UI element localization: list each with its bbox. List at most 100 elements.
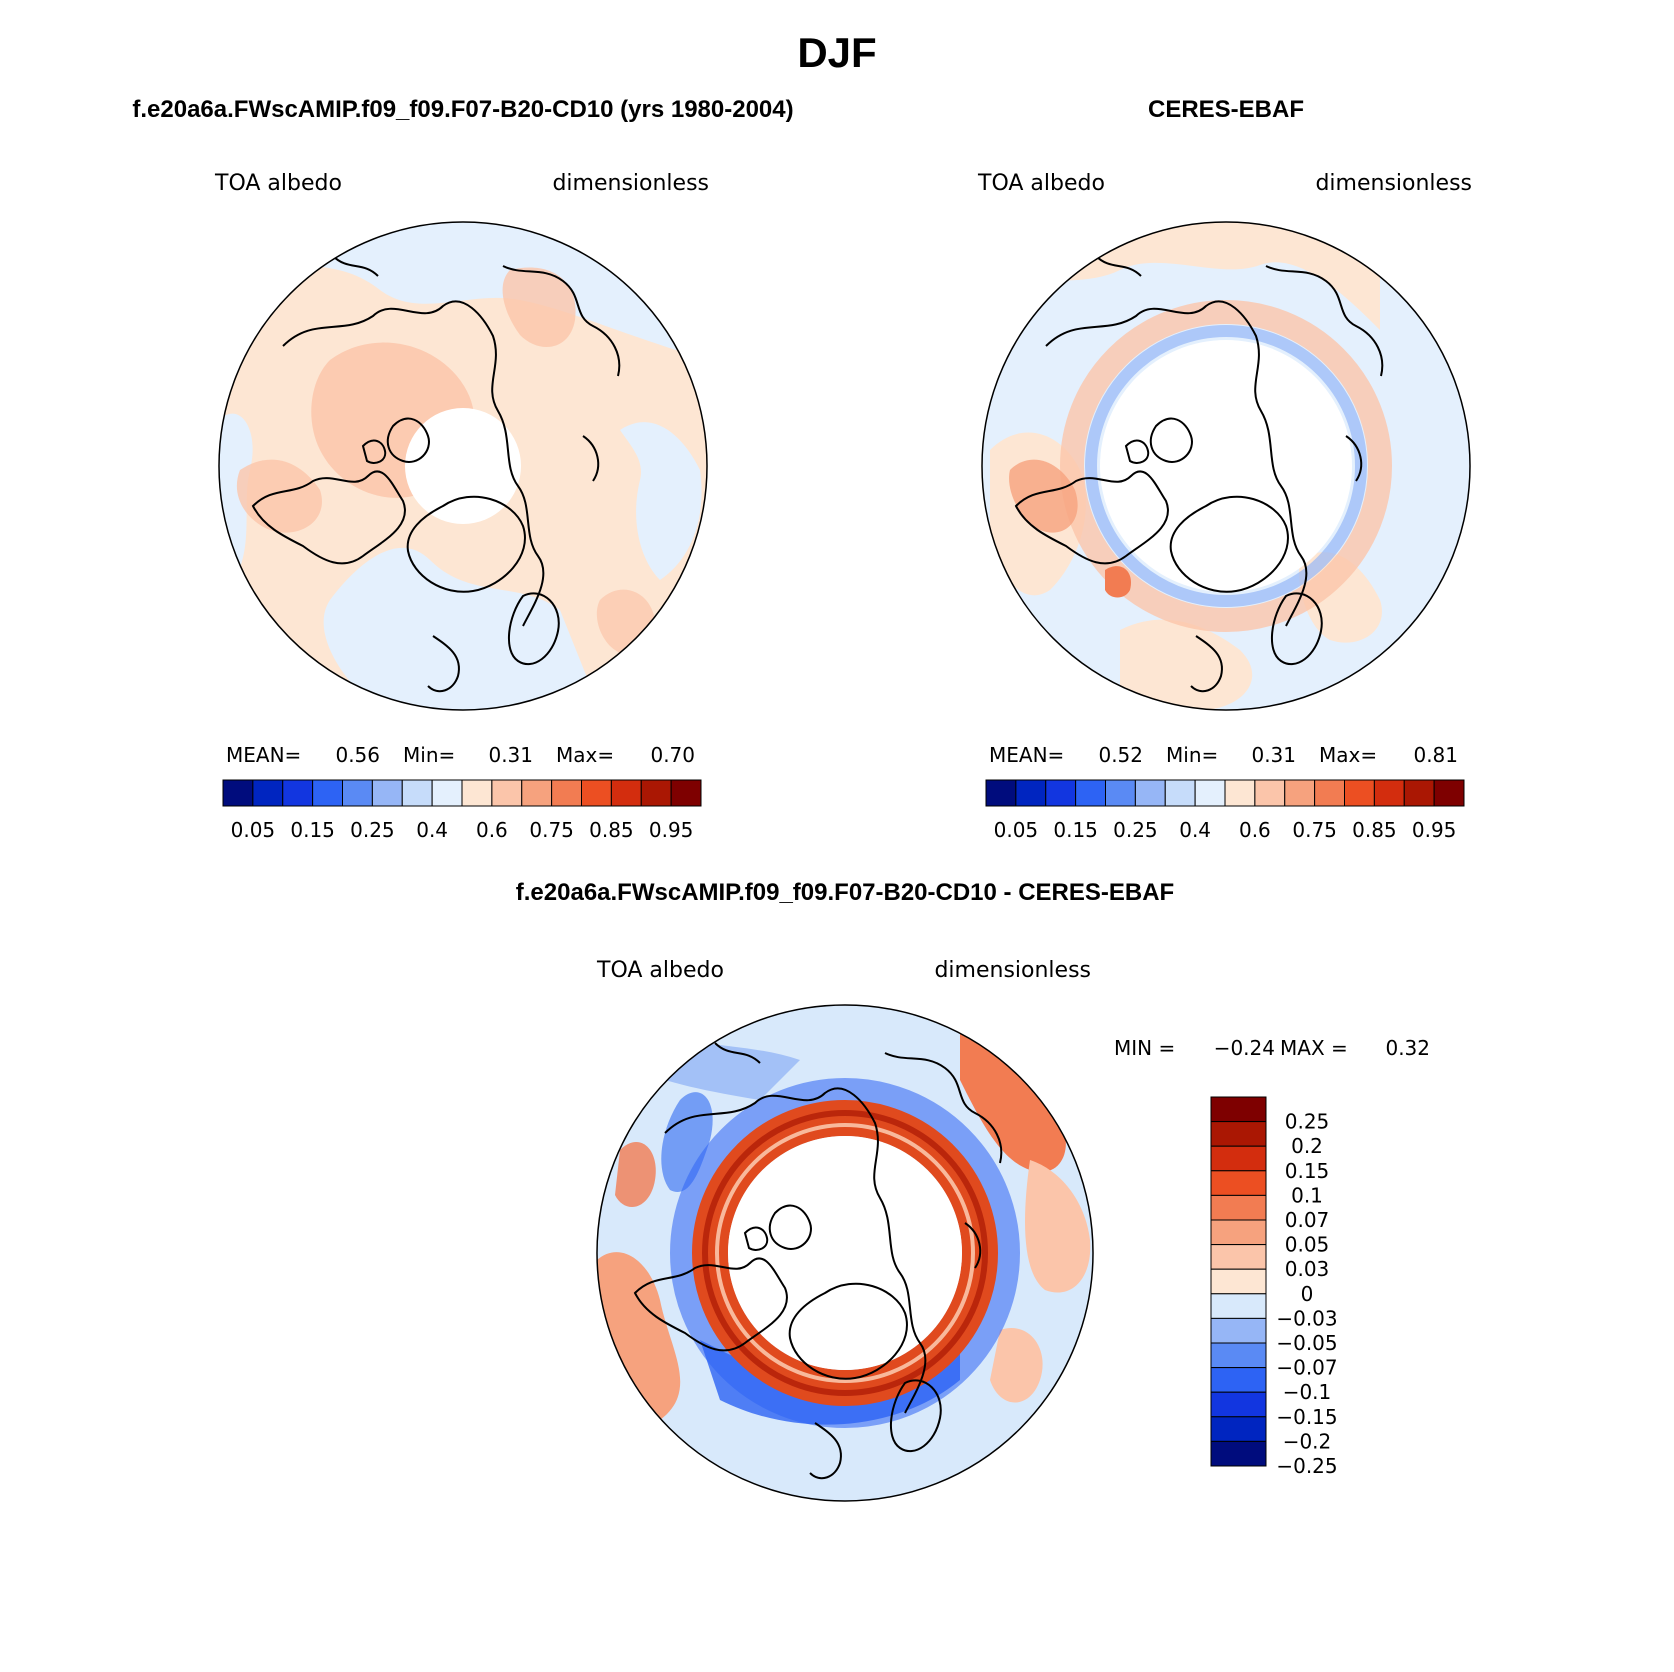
panel-model-colorbar-swatch [371,779,403,807]
panel-diff-units-label: dimensionless [934,958,1091,983]
panel-diff-colorbar-tick-label: −0.07 [1276,1356,1337,1380]
panel-diff-colorbar-swatch [1210,1416,1267,1442]
panel-model: f.e20a6a.FWscAMIP.f09_f09.F07-B20-CD10 (… [132,96,793,842]
panel-obs-colorbar-swatch [1194,779,1226,807]
panel-obs-colorbar-swatch [1284,779,1316,807]
panel-diff: f.e20a6a.FWscAMIP.f09_f09.F07-B20-CD10 -… [516,879,1430,1502]
panel-diff-colorbar-tick-label: −0.2 [1283,1429,1332,1453]
panel-obs-colorbar-swatch [1254,779,1286,807]
panel-obs-colorbar-swatch [1344,779,1375,807]
panel-diff-max-label: MAX = [1280,1036,1348,1060]
panel-obs-min-value: 0.31 [1251,743,1296,767]
panel-obs-colorbar [985,779,1465,807]
panel-obs-colorbar-swatch [1164,779,1196,807]
panel-model-colorbar-tick-label: 0.6 [476,818,508,842]
panel-model-max-label: Max= [556,743,614,767]
panel-model-variable-label: TOA albedo [214,171,342,196]
panel-model-colorbar-tick-label: 0.85 [589,818,634,842]
panel-model-colorbar-swatch [461,779,493,807]
panel-obs-colorbar-swatch [1105,779,1136,807]
panel-obs-map [982,222,1470,710]
panel-model-colorbar-swatch [342,779,373,807]
panel-diff-map [597,1005,1093,1501]
panel-obs-colorbar-swatch [1075,779,1106,807]
panel-diff-colorbar-tick-label: 0.03 [1285,1257,1330,1281]
panel-diff-colorbar-tick-label: −0.03 [1276,1306,1337,1330]
panel-diff-colorbar-swatch [1210,1440,1267,1467]
panel-diff-colorbar-swatch [1210,1268,1267,1295]
panel-model-colorbar-tick-label: 0.75 [529,818,574,842]
panel-diff-colorbar-tick-label: 0.25 [1285,1110,1330,1134]
panel-obs-colorbar-swatch [1433,779,1465,807]
panel-model-map [219,222,707,710]
panel-obs-colorbar-tick-label: 0.4 [1179,818,1211,842]
panel-diff-title: f.e20a6a.FWscAMIP.f09_f09.F07-B20-CD10 -… [516,879,1174,906]
panel-diff-variable-label: TOA albedo [596,958,724,983]
panel-model-colorbar-tick-label: 0.15 [290,818,335,842]
panel-model-colorbar-swatch [282,779,314,807]
panel-obs-min-label: Min= [1166,743,1218,767]
panel-diff-colorbar-swatch [1210,1342,1267,1369]
panel-obs-colorbar-tick-label: 0.6 [1239,818,1271,842]
panel-obs-colorbar-swatch [1373,779,1405,807]
panel-diff-colorbar-swatch [1210,1293,1267,1319]
panel-obs-colorbar-tick-label: 0.85 [1352,818,1397,842]
panel-model-colorbar-swatch [640,779,672,807]
panel-obs-title: CERES-EBAF [1148,96,1304,123]
panel-model-map-border [218,221,708,711]
panel-obs-colorbar-swatch [1134,779,1166,807]
panel-diff-colorbar [1210,1096,1267,1467]
panel-obs-map-border [981,221,1471,711]
panel-obs-colorbar-swatch [1045,779,1077,807]
panel-diff-colorbar-swatch [1210,1219,1267,1246]
panel-obs-colorbar-swatch [985,779,1017,807]
panel-model-colorbar-swatch [431,779,463,807]
panel-model-colorbar-swatch [252,779,284,807]
panel-model-colorbar-tick-label: 0.95 [649,818,694,842]
panel-diff-colorbar-swatch [1210,1317,1267,1344]
panel-diff-colorbar-tick-label: 0 [1301,1282,1314,1306]
panel-model-units-label: dimensionless [552,171,709,196]
panel-diff-colorbar-tick-label: 0.2 [1291,1134,1323,1158]
panel-model-colorbar-tick-label: 0.4 [416,818,448,842]
panel-diff-max-value: 0.32 [1385,1036,1430,1060]
panel-obs-colorbar-tick-label: 0.25 [1113,818,1158,842]
panel-model-colorbar-ticks: 0.05 0.15 0.25 0.4 0.6 0.75 0.85 0.95 [231,818,694,842]
panel-diff-colorbar-swatch [1210,1367,1267,1393]
panel-diff-colorbar-swatch [1210,1194,1267,1221]
panel-obs-max-value: 0.81 [1413,743,1458,767]
panel-diff-min-value: −0.24 [1214,1036,1275,1060]
season-title: DJF [797,29,876,76]
panel-diff-colorbar-tick-label: −0.05 [1276,1331,1337,1355]
panel-diff-map-border [596,1004,1094,1502]
panel-obs-colorbar-swatch [1403,779,1435,807]
panel-diff-min-label: MIN = [1114,1036,1175,1060]
panel-obs: CERES-EBAF TOA albedo dimensionless MEAN… [977,96,1472,842]
panel-obs-colorbar-tick-label: 0.05 [994,818,1039,842]
panel-obs-colorbar-tick-label: 0.75 [1292,818,1337,842]
panel-model-colorbar-swatch [401,779,433,807]
panel-model-min-value: 0.31 [488,743,533,767]
panel-obs-mean-label: MEAN= [989,743,1064,767]
panel-diff-colorbar-ticks: 0.250.20.150.10.070.050.030−0.03−0.05−0.… [1276,1110,1337,1478]
panel-diff-colorbar-swatch [1210,1145,1267,1172]
panel-diff-colorbar-swatch [1210,1170,1267,1196]
panel-model-max-value: 0.70 [650,743,695,767]
panel-obs-mean-value: 0.52 [1098,743,1143,767]
panel-diff-colorbar-tick-label: 0.05 [1285,1233,1330,1257]
panel-diff-colorbar-swatch [1210,1096,1267,1123]
panel-obs-variable-label: TOA albedo [977,171,1105,196]
panel-model-colorbar-swatch [312,779,343,807]
panel-diff-colorbar-tick-label: 0.15 [1285,1159,1330,1183]
panel-model-colorbar [222,779,702,807]
panel-diff-colorbar-tick-label: −0.1 [1283,1380,1332,1404]
panel-model-colorbar-swatch [670,779,702,807]
panel-model-colorbar-swatch [610,779,642,807]
panel-obs-colorbar-tick-label: 0.15 [1053,818,1098,842]
panel-obs-colorbar-swatch [1224,779,1256,807]
panel-obs-colorbar-swatch [1015,779,1047,807]
panel-model-mean-label: MEAN= [226,743,301,767]
panel-model-colorbar-tick-label: 0.05 [231,818,276,842]
panel-model-colorbar-tick-label: 0.25 [350,818,395,842]
